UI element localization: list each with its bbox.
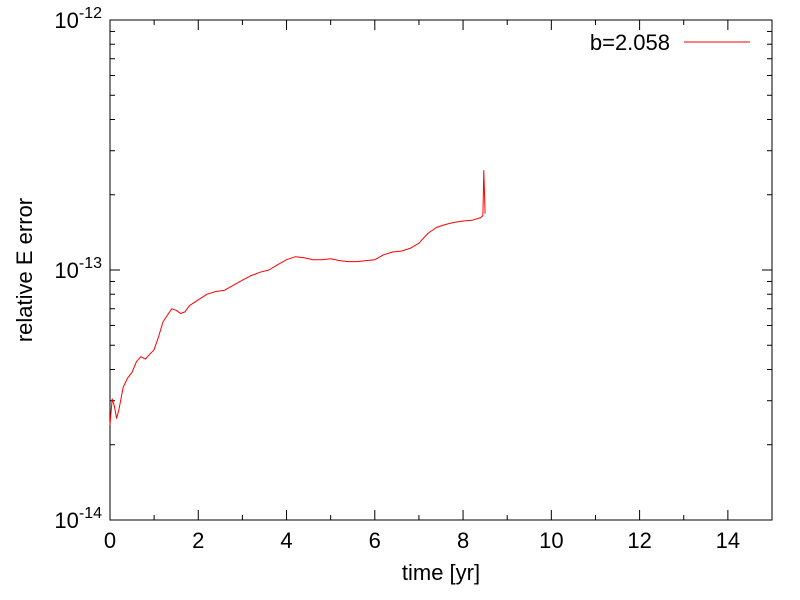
x-axis-ticks: 0 2 4 6 8 10 12 14 (104, 20, 773, 553)
x-axis-title: time [yr] (402, 560, 480, 585)
x-tick-label: 0 (104, 528, 116, 553)
y-axis-title: relative E error (12, 198, 37, 342)
plot-frame (109, 19, 773, 521)
x-tick-label: 12 (627, 528, 651, 553)
legend-label: b=2.058 (590, 30, 670, 55)
x-tick-label: 10 (539, 528, 563, 553)
x-tick-label: 2 (192, 528, 204, 553)
x-tick-label: 14 (716, 528, 740, 553)
x-tick-label: 4 (280, 528, 292, 553)
series-layer (109, 170, 486, 425)
x-tick-label: 6 (369, 528, 381, 553)
legend: b=2.058 (590, 30, 750, 55)
y-tick-label: 10-13 (54, 255, 102, 283)
y-tick-label: 10-12 (54, 5, 102, 33)
y-axis-ticks: 10-14 10-13 10-12 (54, 5, 772, 533)
x-tick-label: 8 (457, 528, 469, 553)
y-tick-label: 10-14 (54, 505, 102, 533)
series-line (109, 170, 486, 425)
